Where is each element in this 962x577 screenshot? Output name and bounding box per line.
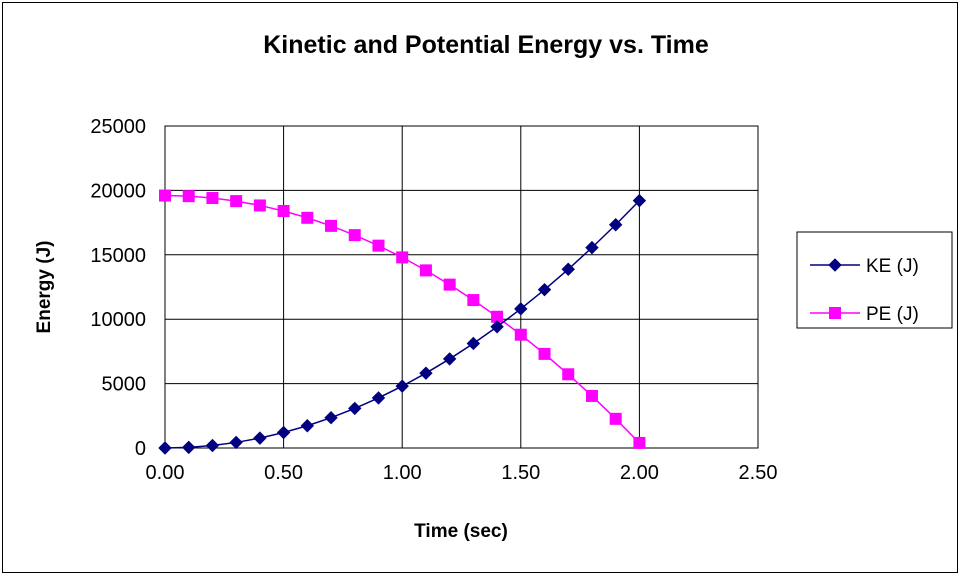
pe-point	[609, 412, 622, 425]
x-tick-label: 0.00	[146, 462, 185, 484]
legend-box	[796, 231, 953, 329]
pe-point	[253, 199, 266, 212]
x-tick-label: 2.50	[739, 462, 778, 484]
pe-point	[419, 264, 432, 277]
y-axis-title: Energy (J)	[34, 241, 55, 334]
pe-point	[562, 368, 575, 381]
y-tick-label: 20000	[90, 180, 146, 202]
ke-point	[442, 352, 457, 366]
pe-point	[301, 211, 314, 224]
x-axis-title: Time (sec)	[414, 521, 508, 542]
ke-point	[537, 282, 552, 297]
pe-series	[159, 189, 646, 449]
ke-point	[324, 410, 338, 425]
y-tick-label: 15000	[90, 245, 146, 267]
series-layer	[158, 189, 647, 455]
pe-point	[396, 251, 409, 264]
y-tick-label: 5000	[102, 374, 147, 396]
ke-point	[395, 379, 409, 393]
y-tick-label: 25000	[90, 116, 146, 138]
ke-point	[371, 391, 386, 405]
pe-point	[277, 205, 290, 218]
legend: KE (J) PE (J)	[796, 231, 953, 329]
legend-marker	[829, 307, 841, 319]
plot-area	[164, 125, 759, 449]
ke-point	[632, 193, 647, 208]
chart-title: Kinetic and Potential Energy vs. Time	[263, 31, 709, 59]
x-tick-label: 1.50	[501, 462, 540, 484]
pe-point	[159, 189, 171, 202]
x-tick-label: 2.00	[620, 462, 659, 484]
ke-point	[419, 366, 433, 380]
pe-point	[372, 239, 385, 252]
ke-point	[205, 438, 220, 453]
pe-point	[443, 278, 456, 291]
ke-point	[585, 240, 599, 255]
x-tick-label: 1.00	[383, 462, 422, 484]
legend-item-ke: KE (J)	[810, 256, 919, 277]
pe-point	[538, 347, 551, 360]
ke-point	[608, 218, 623, 232]
ke-point	[514, 302, 528, 316]
ke-point	[561, 262, 575, 276]
pe-point	[348, 229, 361, 242]
y-tick-label: 10000	[90, 309, 146, 331]
x-tick-label: 0.50	[264, 462, 303, 484]
pe-point	[585, 389, 598, 402]
ke-point	[348, 401, 362, 416]
legend-marker	[828, 258, 842, 272]
x-tick-labels: 0.00 0.50 1.00 1.50 2.00 2.50	[146, 462, 778, 484]
ke-point	[158, 441, 172, 455]
legend-label: KE (J)	[866, 256, 919, 277]
pe-point	[467, 294, 480, 307]
ke-point	[229, 435, 243, 450]
pe-point	[206, 192, 219, 205]
ke-series	[158, 193, 647, 455]
y-tick-label: 0	[135, 438, 146, 460]
pe-point	[230, 195, 243, 208]
y-tick-labels: 0 5000 10000 15000 20000 25000	[90, 116, 146, 460]
pe-point	[514, 328, 527, 341]
pe-point	[325, 219, 338, 232]
pe-point	[633, 436, 646, 449]
ke-point	[300, 419, 315, 433]
pe-point	[182, 190, 195, 203]
grid	[164, 125, 759, 449]
ke-point	[182, 440, 196, 455]
legend-label: PE (J)	[866, 304, 919, 325]
legend-item-pe: PE (J)	[810, 304, 919, 325]
ke-point	[490, 320, 504, 334]
ke-point	[466, 336, 481, 351]
ke-point	[276, 425, 291, 440]
ke-point	[253, 431, 267, 445]
